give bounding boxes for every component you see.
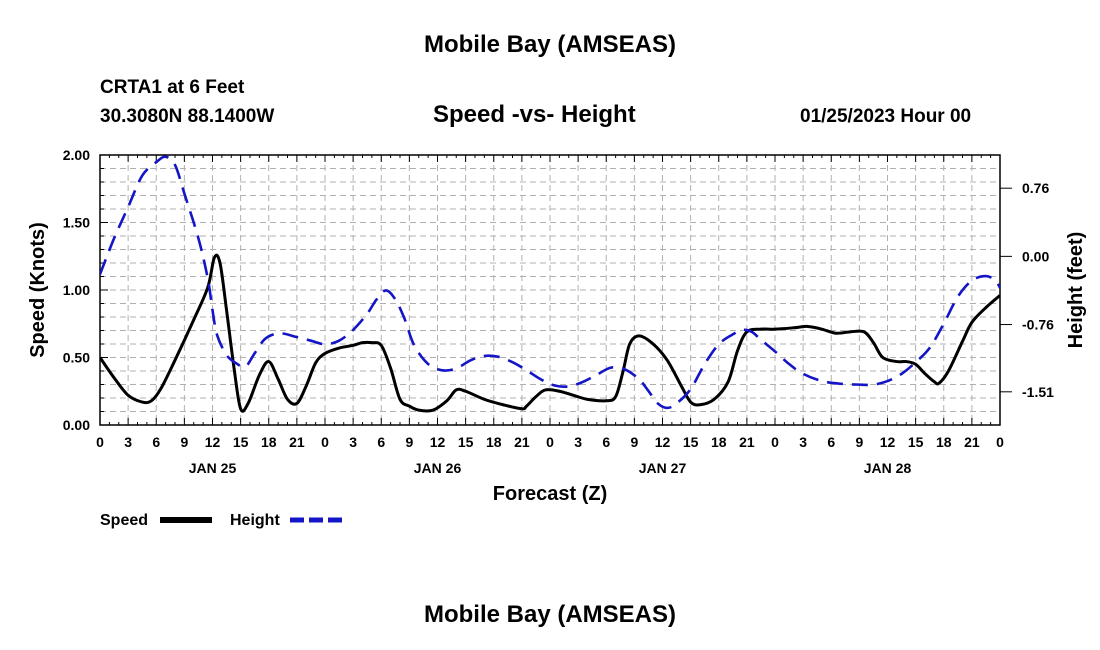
- legend-label-height: Height: [230, 512, 280, 529]
- x-date-label: JAN 26: [414, 460, 462, 476]
- y2-axis-tick-labels: -1.51 -0.76 0.00 0.76: [1022, 180, 1054, 400]
- station-name: CRTA1 at 6 Feet: [100, 77, 245, 98]
- y2-tick-label: 0.76: [1022, 180, 1049, 196]
- x-date-label: JAN 28: [864, 460, 912, 476]
- station-coordinates: 30.3080N 88.1400W: [100, 106, 275, 127]
- x-tick-label: 0: [546, 434, 554, 450]
- x-tick-label: 15: [683, 434, 699, 450]
- x-tick-label: 21: [289, 434, 305, 450]
- x-tick-label: 12: [655, 434, 671, 450]
- x-tick-label: 6: [152, 434, 160, 450]
- x-tick-label: 12: [880, 434, 896, 450]
- y2-tick-label: -0.76: [1022, 317, 1054, 333]
- x-tick-label: 3: [574, 434, 582, 450]
- x-tick-label: 12: [205, 434, 221, 450]
- y-axis-title: Speed (Knots): [27, 222, 49, 358]
- x-tick-label: 21: [739, 434, 755, 450]
- x-axis-tick-labels: 0 3 6 9 12 15 18 21 0 3 6 9 12 15 18 21 0 3 6 9 12 15 18 21 0 3 6 9…: [96, 434, 1004, 450]
- y2-axis-title: Height (feet): [1065, 232, 1087, 349]
- x-tick-label: 6: [827, 434, 835, 450]
- x-tick-label: 21: [964, 434, 980, 450]
- y2-tick-label: -1.51: [1022, 384, 1054, 400]
- x-tick-label: 9: [180, 434, 188, 450]
- speed-series-line: [100, 253, 1000, 413]
- height-series-line: [100, 155, 1000, 410]
- footer-title: Mobile Bay (AMSEAS): [423, 601, 677, 628]
- y-tick-label: 2.00: [63, 147, 90, 163]
- x-date-label: JAN 27: [639, 460, 687, 476]
- x-tick-label: 15: [233, 434, 249, 450]
- chart-main-title: Mobile Bay (AMSEAS): [423, 31, 677, 58]
- x-axis-date-labels: JAN 25 JAN 26 JAN 27 JAN 28: [189, 460, 912, 476]
- x-tick-label: 0: [771, 434, 779, 450]
- x-tick-label: 9: [630, 434, 638, 450]
- x-tick-label: 18: [936, 434, 952, 450]
- x-tick-label: 12: [430, 434, 446, 450]
- x-tick-label: 18: [711, 434, 727, 450]
- x-tick-label: 15: [908, 434, 924, 450]
- y-tick-label: 1.00: [63, 282, 90, 298]
- x-tick-label: 9: [855, 434, 863, 450]
- x-tick-label: 0: [96, 434, 104, 450]
- x-tick-label: 3: [349, 434, 357, 450]
- x-axis-title: Forecast (Z): [493, 483, 607, 505]
- x-tick-label: 15: [458, 434, 474, 450]
- chart-grid: [100, 155, 1000, 425]
- x-tick-label: 21: [514, 434, 530, 450]
- chart-series: [100, 155, 1000, 413]
- y-tick-label: 0.00: [63, 417, 90, 433]
- x-tick-label: 9: [405, 434, 413, 450]
- y-axis-tick-labels: 0.00 0.50 1.00 1.50 2.00: [63, 147, 90, 433]
- x-tick-label: 3: [124, 434, 132, 450]
- y-tick-label: 1.50: [63, 215, 90, 231]
- y-tick-label: 0.50: [63, 350, 90, 366]
- x-tick-label: 0: [321, 434, 329, 450]
- plot-title: Speed -vs- Height: [433, 101, 636, 128]
- x-tick-label: 6: [377, 434, 385, 450]
- x-tick-label: 3: [799, 434, 807, 450]
- legend: Speed Height: [100, 512, 342, 529]
- axis-ticks: [99, 154, 1012, 426]
- forecast-datetime: 01/25/2023 Hour 00: [800, 106, 972, 127]
- x-tick-label: 6: [602, 434, 610, 450]
- x-tick-label: 18: [261, 434, 277, 450]
- x-date-label: JAN 25: [189, 460, 237, 476]
- legend-label-speed: Speed: [100, 512, 148, 529]
- y2-tick-label: 0.00: [1022, 248, 1049, 264]
- x-tick-label: 0: [996, 434, 1004, 450]
- x-tick-label: 18: [486, 434, 502, 450]
